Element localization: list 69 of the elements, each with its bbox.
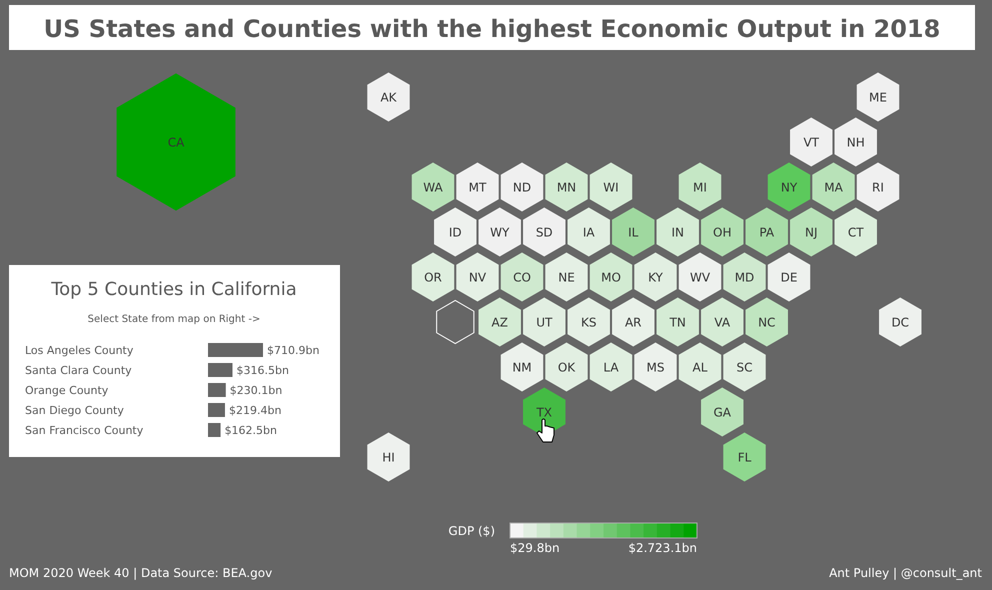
category-label: MA: [824, 180, 844, 194]
y-tick-label: Orange County: [25, 384, 109, 397]
category-label: CT: [848, 226, 864, 240]
chart-title: Top 5 Counties in California: [50, 279, 297, 300]
category-label: ME: [869, 90, 887, 104]
category-label: RI: [872, 180, 884, 194]
category-label: NH: [846, 136, 865, 150]
text: Ant Pulley | @consult_ant: [829, 566, 982, 580]
category-label: IL: [628, 226, 639, 240]
category-label: MS: [646, 360, 664, 374]
category-label: AL: [692, 360, 708, 374]
category-label: FL: [738, 450, 752, 464]
category-label: DE: [780, 270, 798, 284]
category-label: NM: [512, 360, 532, 374]
chart-subtitle: Select State from map on Right ->: [88, 314, 260, 325]
category-label: VT: [803, 136, 820, 150]
category-label: SC: [736, 360, 752, 374]
y-tick-label: Santa Clara County: [25, 364, 132, 377]
category-label: OK: [558, 360, 576, 374]
category-label: ID: [448, 226, 462, 240]
category-label: IA: [582, 226, 596, 240]
text: MOM 2020 Week 40 | Data Source: BEA.gov: [9, 566, 272, 580]
category-label: NC: [758, 316, 776, 330]
category-label: LA: [603, 360, 620, 374]
data-label: $230.1bn: [230, 384, 282, 397]
category-label: WY: [490, 226, 510, 240]
category-label: SD: [536, 226, 553, 240]
category-label: AK: [380, 90, 398, 104]
category-label: WI: [603, 180, 619, 194]
category-label: WA: [423, 180, 444, 194]
category-label: CA: [168, 136, 186, 150]
data-label: $162.5bn: [224, 424, 278, 437]
category-label: MT: [468, 180, 488, 194]
category-label: NJ: [804, 226, 818, 240]
y-tick-label: Los Angeles County: [25, 344, 134, 357]
category-label: VA: [714, 316, 731, 330]
category-label: MD: [734, 270, 754, 284]
text: $29.8bn: [510, 541, 560, 555]
category-label: MO: [601, 270, 621, 284]
data-label: $219.4bn: [228, 404, 282, 417]
category-label: WV: [690, 270, 711, 284]
color-bar-title: GDP ($): [448, 524, 495, 538]
category-label: NV: [468, 270, 487, 284]
text: $2.723.1bn: [628, 541, 697, 555]
category-label: UT: [536, 316, 553, 330]
category-label: TN: [668, 316, 686, 330]
category-label: CO: [513, 270, 531, 284]
category-label: TX: [535, 406, 552, 420]
data-label: $316.5bn: [236, 364, 289, 377]
data-label: $710.9bn: [267, 344, 320, 357]
y-tick-label: San Francisco County: [25, 424, 144, 437]
category-label: DC: [891, 316, 910, 330]
category-label: PA: [759, 226, 775, 240]
category-label: IN: [671, 226, 684, 240]
category-label: OR: [424, 270, 442, 284]
category-label: GA: [713, 406, 732, 420]
y-tick-label: San Diego County: [25, 404, 124, 417]
category-label: MI: [693, 180, 707, 194]
category-label: NY: [780, 180, 798, 194]
text: US States and Counties with the highest Economic Output in 2018: [44, 15, 940, 43]
category-label: AZ: [492, 316, 508, 330]
category-label: KS: [581, 316, 596, 330]
category-label: OH: [713, 226, 732, 240]
category-label: HI: [382, 450, 395, 464]
category-label: NE: [558, 270, 575, 284]
category-label: KY: [648, 270, 664, 284]
category-label: MN: [556, 180, 576, 194]
category-label: ND: [512, 180, 532, 194]
category-label: AR: [624, 316, 642, 330]
